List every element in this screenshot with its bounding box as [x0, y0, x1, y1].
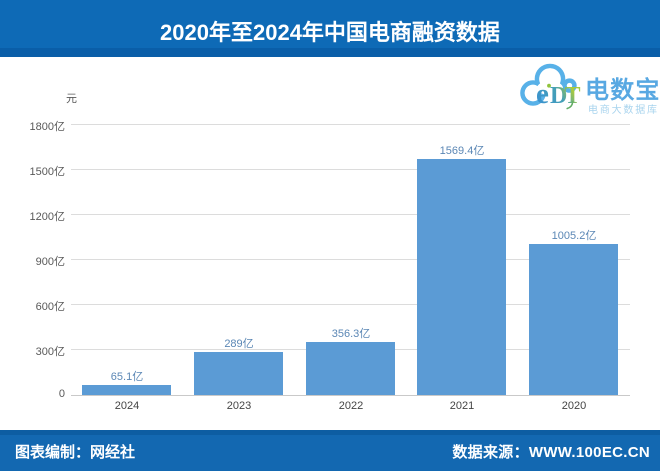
- svg-text:e: e: [536, 78, 549, 110]
- svg-text:T: T: [565, 83, 581, 109]
- svg-text:D: D: [550, 83, 567, 109]
